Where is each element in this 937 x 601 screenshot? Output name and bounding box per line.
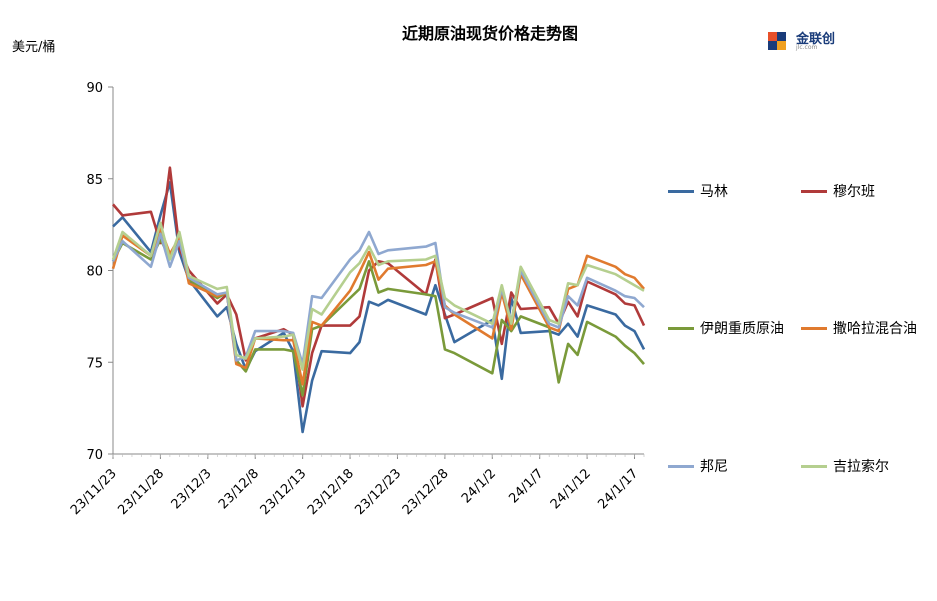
legend-swatch bbox=[668, 327, 694, 330]
x-tick-label: 23/11/23 bbox=[68, 466, 120, 518]
y-axis-unit: 美元/桶 bbox=[12, 40, 56, 55]
legend-swatch bbox=[668, 190, 694, 193]
x-tick-label: 24/1/2 bbox=[459, 466, 499, 506]
legend-label: 马林 bbox=[700, 184, 728, 200]
chart-title: 近期原油现货价格走势图 bbox=[401, 24, 578, 43]
x-tick-label: 23/12/18 bbox=[305, 466, 357, 518]
legend-label: 吉拉索尔 bbox=[833, 459, 889, 475]
x-tick-label: 23/12/3 bbox=[169, 466, 215, 512]
x-tick-label: 23/12/8 bbox=[216, 466, 262, 512]
brand-logo: 金联创 jlc.com bbox=[766, 24, 856, 54]
series-line-5 bbox=[111, 221, 645, 371]
series-line-1 bbox=[112, 166, 646, 408]
legend-swatch bbox=[801, 465, 827, 468]
legend-swatch bbox=[668, 465, 694, 468]
y-tick-label: 80 bbox=[86, 265, 103, 280]
legend-swatch bbox=[801, 190, 827, 193]
brand-logo-subtext: jlc.com bbox=[796, 44, 818, 51]
legend-label: 穆尔班 bbox=[833, 184, 875, 200]
series-line-4 bbox=[111, 230, 645, 366]
legend-swatch bbox=[801, 327, 827, 330]
brand-logo-text: 金联创 bbox=[796, 32, 836, 47]
x-tick-label: 23/11/28 bbox=[115, 466, 167, 518]
legend-label: 伊朗重质原油 bbox=[700, 321, 784, 337]
y-tick-label: 90 bbox=[86, 81, 103, 96]
x-tick-label: 24/1/7 bbox=[506, 466, 546, 506]
y-tick-label: 70 bbox=[86, 448, 103, 463]
legend-label: 邦尼 bbox=[700, 459, 728, 475]
brand-logo-mark bbox=[768, 32, 786, 50]
series-line-2 bbox=[111, 234, 645, 397]
legend-label: 撒哈拉混合油 bbox=[833, 321, 917, 337]
x-tick-label: 23/12/13 bbox=[258, 466, 310, 518]
x-tick-label: 23/12/23 bbox=[352, 466, 404, 518]
x-tick-label: 23/12/28 bbox=[400, 466, 452, 518]
y-tick-label: 75 bbox=[86, 356, 103, 371]
series-line-0 bbox=[112, 181, 646, 434]
y-tick-label: 85 bbox=[86, 173, 103, 188]
x-tick-label: 24/1/17 bbox=[595, 466, 641, 512]
x-tick-label: 24/1/12 bbox=[548, 466, 594, 512]
